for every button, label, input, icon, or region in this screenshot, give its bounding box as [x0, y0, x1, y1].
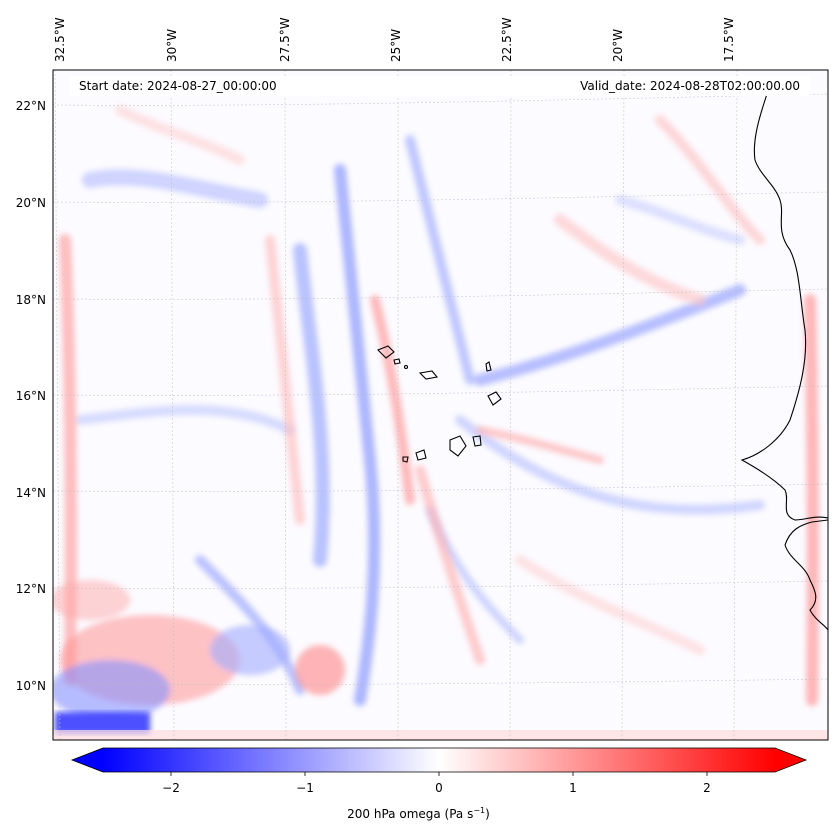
colorbar: −2 −1 0 1 2	[70, 747, 808, 795]
colorbar-tick-label: 1	[569, 781, 577, 795]
lat-label: 16°N	[16, 389, 46, 403]
graticule	[53, 70, 828, 740]
lon-label: 22.5°W	[500, 17, 514, 62]
cape-verde-islands	[377, 345, 502, 463]
map-panel	[53, 70, 828, 740]
lon-label: 17.5°W	[722, 17, 736, 62]
lon-label: 20°W	[611, 29, 625, 62]
colorbar-title-close: )	[485, 807, 490, 821]
valid-date-label: Valid_date: 2024-08-28T02:00:00.00	[580, 79, 800, 93]
colorbar-low-extend	[72, 748, 103, 772]
colorbar-gradient	[103, 748, 775, 772]
longitude-labels: 32.5°W 30°W 27.5°W 25°W 22.5°W 20°W 17.5…	[53, 17, 736, 62]
lat-label: 12°N	[16, 582, 46, 596]
colorbar-tick-label: −2	[162, 781, 180, 795]
colorbar-title: 200 hPa omega (Pa s−1)	[0, 806, 837, 821]
lon-label: 27.5°W	[278, 17, 292, 62]
latitude-labels: 22°N 20°N 18°N 16°N 14°N 12°N 10°N	[16, 99, 46, 693]
lat-label: 20°N	[16, 196, 46, 210]
start-date-label: Start date: 2024-08-27_00:00:00	[79, 79, 277, 93]
colorbar-outline	[70, 747, 808, 773]
lon-label: 32.5°W	[53, 17, 67, 62]
africa-coastline	[740, 93, 828, 521]
colorbar-tick-label: 0	[435, 781, 443, 795]
lon-label: 30°W	[165, 29, 179, 62]
lat-label: 10°N	[16, 679, 46, 693]
colorbar-title-main: 200 hPa omega (Pa s	[347, 807, 474, 821]
omega-field	[53, 105, 828, 740]
colorbar-title-sup: −1	[473, 806, 486, 815]
lat-label: 22°N	[16, 99, 46, 113]
senegal-gambia-coast	[784, 519, 828, 631]
colorbar-tick-label: −1	[296, 781, 314, 795]
lon-label: 25°W	[389, 29, 403, 62]
colorbar-high-extend	[775, 748, 806, 772]
lat-label: 14°N	[16, 486, 46, 500]
colorbar-tick-label: 2	[703, 781, 711, 795]
lat-label: 18°N	[16, 293, 46, 307]
